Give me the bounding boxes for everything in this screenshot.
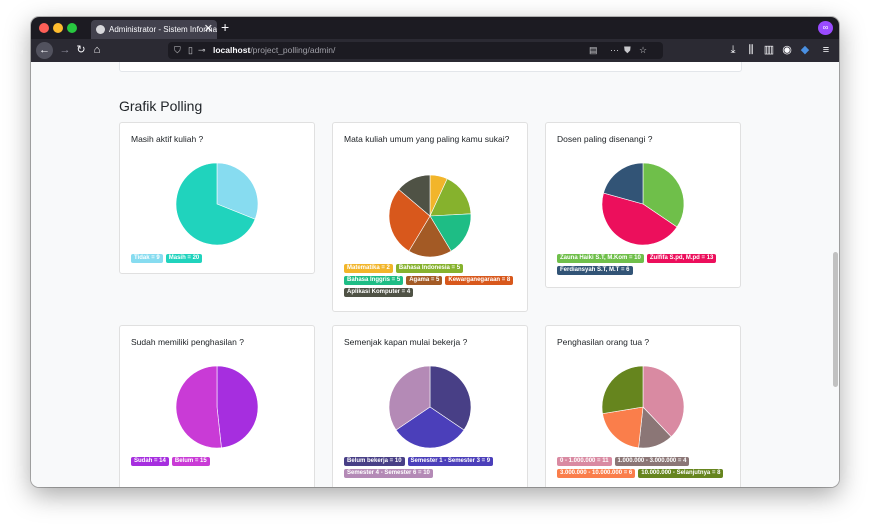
legend-badge: 0 - 1.000.000 = 11 — [557, 457, 612, 466]
pie-slice[interactable] — [388, 365, 431, 431]
legend-badge: Sudah = 14 — [131, 457, 169, 466]
poll-title: Penghasilan orang tua ? — [557, 337, 650, 347]
chart-legend: Matematika = 2 Bahasa Indonesia = 5 Bahasa… — [344, 264, 522, 297]
page-scrollbar[interactable] — [833, 252, 838, 387]
chart-legend: Zauna Haiki S.T, M.Kom = 10 Zulfifa S.pd,… — [557, 254, 735, 275]
poll-title: Masih aktif kuliah ? — [131, 134, 204, 144]
navigation-toolbar: ← → ↻ ⌂ ⛉ ▯ ⊸ localhost/project_polling/… — [31, 39, 839, 62]
legend-badge: 10.000.000 - Selanjutnya = 8 — [638, 469, 724, 478]
poll-card: Penghasilan orang tua ? 0 - 1.000.000 = … — [545, 325, 741, 487]
pie-slice[interactable] — [642, 162, 685, 228]
account-icon[interactable]: ◉ — [782, 44, 792, 56]
pie-slice[interactable] — [603, 162, 644, 205]
poll-card: Dosen paling disenangi ? Zauna Haiki S.T… — [545, 122, 741, 288]
url-text[interactable]: localhost/project_polling/admin/ — [213, 42, 335, 59]
maximize-window-button[interactable] — [67, 23, 77, 33]
private-browsing-icon: ∞ — [818, 21, 833, 35]
poll-title: Dosen paling disenangi ? — [557, 134, 653, 144]
pie-chart — [388, 365, 472, 449]
pie-slice[interactable] — [601, 365, 644, 414]
pie-slice[interactable] — [601, 192, 678, 246]
legend-badge: Agama = 5 — [406, 276, 443, 285]
poll-card: Semenjak kapan mulai bekerja ? Belum bek… — [332, 325, 528, 487]
home-icon[interactable]: ⌂ — [93, 44, 101, 56]
legend-badge: Tidak = 9 — [131, 254, 163, 263]
legend-badge: Zulfifa S.pd, M.pd = 13 — [646, 254, 717, 263]
legend-badge: Semester 1 - Semester 3 = 9 — [407, 457, 494, 466]
url-path: /project_polling/admin/ — [250, 45, 336, 55]
legend-badge: Masih = 20 — [165, 254, 203, 263]
pie-slice[interactable] — [216, 162, 259, 220]
pie-slice[interactable] — [429, 213, 472, 252]
pocket-icon[interactable]: ⛊ — [624, 45, 631, 55]
pie-slice[interactable] — [388, 189, 431, 252]
tab-title: Administrator - Sistem Informa — [109, 25, 217, 34]
legend-badge: Aplikasi Komputer = 4 — [344, 288, 414, 297]
pie-slice[interactable] — [408, 215, 452, 258]
minimize-window-button[interactable] — [53, 23, 63, 33]
forward-arrow-icon[interactable]: → — [59, 44, 71, 56]
pie-slice[interactable] — [395, 406, 465, 449]
pie-slice[interactable] — [216, 365, 259, 449]
pie-chart — [601, 365, 685, 449]
browser-tab[interactable]: Administrator - Sistem Informa ✕ — [91, 20, 217, 39]
chart-legend: Sudah = 14 Belum = 15 — [131, 457, 309, 466]
legend-badge: Kewarganegaraan = 8 — [445, 276, 514, 285]
pie-chart — [388, 174, 472, 258]
pie-chart — [175, 365, 259, 449]
reader-view-icon[interactable]: ▤ — [589, 45, 598, 55]
shield-icon[interactable]: ⛉ — [174, 45, 181, 55]
new-tab-icon[interactable]: + — [221, 19, 230, 35]
poll-card: Masih aktif kuliah ? Tidak = 9 Masih = 20 — [119, 122, 315, 274]
page-icon[interactable]: ▯ — [188, 45, 193, 55]
page-content: Grafik Polling Masih aktif kuliah ? Tida… — [31, 62, 839, 487]
key-icon: ⊸ — [198, 45, 206, 55]
reload-icon[interactable]: ↻ — [76, 44, 86, 56]
more-actions-icon[interactable]: ⋯ — [610, 45, 619, 55]
back-arrow-icon[interactable]: ← — [36, 42, 53, 59]
legend-badge: 1.000.000 - 3.000.000 = 4 — [614, 457, 690, 466]
pie-slice[interactable] — [398, 174, 431, 217]
poll-title: Sudah memiliki penghasilan ? — [131, 337, 244, 347]
poll-title: Mata kuliah umum yang paling kamu sukai? — [344, 134, 510, 144]
close-tab-icon[interactable]: ✕ — [203, 23, 213, 35]
legend-badge: Zauna Haiki S.T, M.Kom = 10 — [557, 254, 644, 263]
menu-icon[interactable]: ≡ — [822, 44, 830, 56]
bookmark-star-icon[interactable]: ☆ — [639, 45, 648, 55]
previous-card — [119, 62, 742, 72]
section-title: Grafik Polling — [119, 98, 203, 114]
pie-chart — [601, 162, 685, 246]
poll-title: Semenjak kapan mulai bekerja ? — [344, 337, 468, 347]
legend-badge: Semester 4 - Semester 6 = 10 — [344, 469, 433, 478]
legend-badge: 3.000.000 - 10.000.000 = 6 — [557, 469, 636, 478]
library-icon[interactable]: ⫼ — [748, 44, 754, 56]
favicon-icon — [96, 25, 105, 34]
download-icon[interactable]: ⤓ — [730, 44, 736, 56]
poll-card: Mata kuliah umum yang paling kamu sukai?… — [332, 122, 528, 312]
pie-slice[interactable] — [175, 365, 222, 449]
address-bar[interactable]: ⛉ ▯ ⊸ localhost/project_polling/admin/ ▤… — [168, 42, 663, 59]
pie-chart — [175, 162, 259, 246]
legend-badge: Bahasa Inggris = 5 — [344, 276, 404, 285]
legend-badge: Ferdiansyah S.T, M.T = 6 — [557, 266, 633, 275]
tab-bar: Administrator - Sistem Informa ✕ + ∞ — [31, 17, 839, 39]
sidebar-icon[interactable]: ▥ — [763, 44, 775, 56]
extension-icon[interactable]: ◆ — [800, 44, 810, 56]
browser-window: Administrator - Sistem Informa ✕ + ∞ ← →… — [31, 17, 839, 487]
url-host: localhost — [213, 45, 251, 55]
chart-legend: Belum bekerja = 10 Semester 1 - Semester … — [344, 457, 522, 478]
legend-badge: Belum = 15 — [171, 457, 210, 466]
pie-slice[interactable] — [429, 178, 472, 217]
poll-card: Sudah memiliki penghasilan ? Sudah = 14 B… — [119, 325, 315, 487]
pie-slice[interactable] — [429, 365, 472, 431]
chart-legend: Tidak = 9 Masih = 20 — [131, 254, 309, 263]
close-window-button[interactable] — [39, 23, 49, 33]
legend-badge: Bahasa Indonesia = 5 — [395, 264, 464, 273]
pie-slice[interactable] — [642, 365, 685, 438]
pie-slice[interactable] — [602, 406, 644, 449]
legend-badge: Belum bekerja = 10 — [344, 457, 405, 466]
pie-slice[interactable] — [175, 162, 256, 246]
chart-legend: 0 - 1.000.000 = 11 1.000.000 - 3.000.000 … — [557, 457, 735, 478]
legend-badge: Matematika = 2 — [344, 264, 393, 273]
